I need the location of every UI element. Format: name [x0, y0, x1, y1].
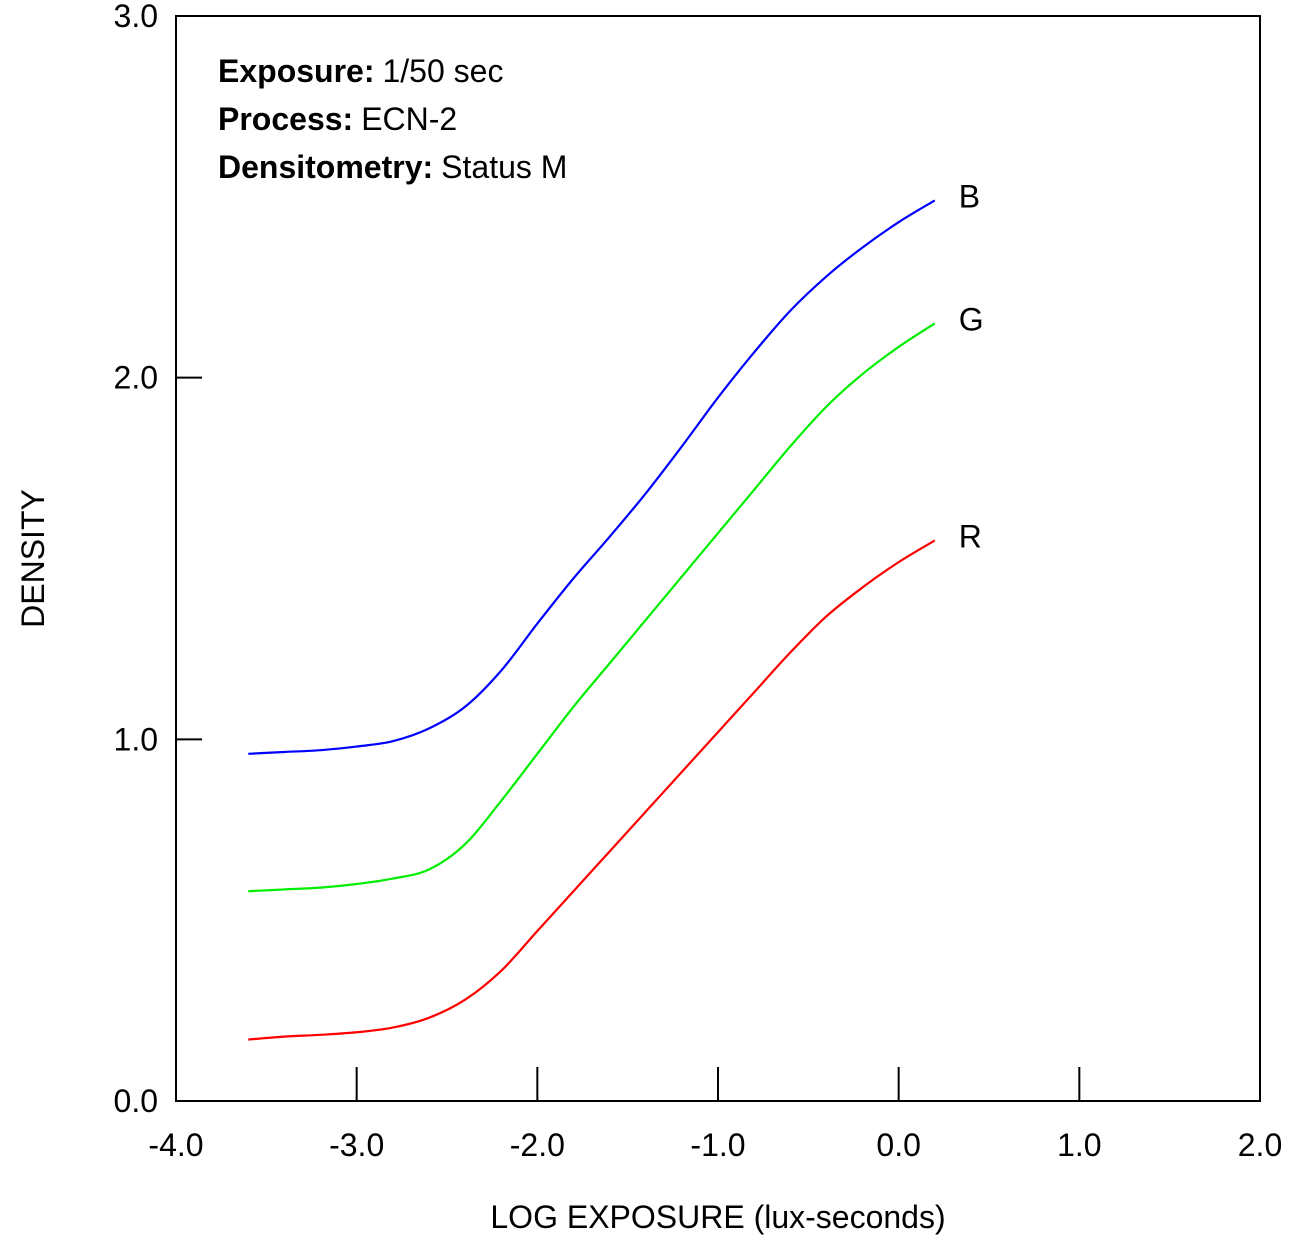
y-tick-label: 3.0 — [114, 0, 158, 34]
note-key: Exposure: — [218, 53, 374, 89]
note-line: Exposure: 1/50 sec — [218, 53, 503, 89]
x-tick-label: -1.0 — [690, 1127, 745, 1163]
x-tick-label: 0.0 — [876, 1127, 920, 1163]
x-axis-ticks: -4.0 -3.0 -2.0 -1.0 0.0 1.0 2.0 — [148, 1067, 1282, 1163]
y-tick-label: 1.0 — [114, 721, 158, 757]
series-line-r — [248, 539, 936, 1041]
series-label-r: R — [959, 518, 982, 554]
x-tick-label: 2.0 — [1238, 1127, 1282, 1163]
x-tick-label: -2.0 — [510, 1127, 565, 1163]
y-tick-label: 0.0 — [114, 1083, 158, 1119]
y-axis-title: DENSITY — [15, 489, 51, 628]
series-layer: B G R — [248, 178, 984, 1041]
notes-block: Exposure: 1/50 sec Process: ECN-2 Densitomet… — [218, 53, 567, 185]
y-axis-ticks: 0.0 1.0 2.0 3.0 — [114, 0, 202, 1119]
x-tick-label: -3.0 — [329, 1127, 384, 1163]
note-key: Densitometry: — [218, 149, 433, 185]
x-tick-label: 1.0 — [1057, 1127, 1101, 1163]
y-tick-label: 2.0 — [114, 360, 158, 396]
note-value: 1/50 sec — [382, 53, 503, 89]
series-label-g: G — [959, 301, 984, 337]
note-key: Process: — [218, 101, 353, 137]
note-line: Densitometry: Status M — [218, 149, 567, 185]
x-axis-title: LOG EXPOSURE (lux-seconds) — [490, 1199, 945, 1235]
note-line: Process: ECN-2 — [218, 101, 457, 137]
series-line-g — [248, 322, 936, 893]
series-label-b: B — [959, 178, 980, 214]
series-line-b — [248, 199, 936, 755]
note-value: Status M — [441, 149, 567, 185]
note-value: ECN-2 — [361, 101, 457, 137]
x-tick-label: -4.0 — [148, 1127, 203, 1163]
